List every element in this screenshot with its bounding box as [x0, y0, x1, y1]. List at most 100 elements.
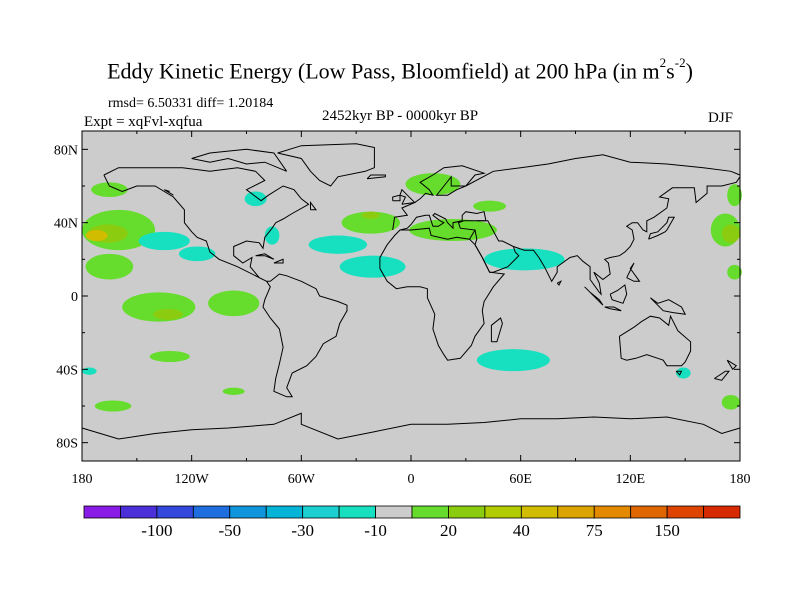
colorbar-swatch [375, 505, 413, 519]
colorbar-swatch [411, 505, 449, 519]
coastline [399, 188, 416, 205]
colorbar-swatch [229, 505, 267, 519]
title-superscript-2: 2 [659, 55, 667, 70]
anomaly-region [473, 200, 507, 212]
rmsd-diff-label: rmsd= 6.50331 diff= 1.20184 [108, 96, 274, 111]
anomaly-region [82, 367, 97, 375]
y-tick-label: 40N [54, 217, 78, 232]
title-unit-s: s [666, 58, 675, 84]
title-text: Eddy Kinetic Energy (Low Pass, Bloomfiel… [107, 58, 660, 84]
anomaly-region [94, 400, 132, 412]
coastline [262, 273, 348, 398]
coastline [81, 412, 741, 440]
coastline [366, 174, 386, 180]
coastline [604, 306, 622, 312]
colorbar-swatch [630, 505, 668, 519]
anomaly-region [721, 395, 740, 410]
x-tick-label: 0 [408, 472, 415, 487]
colorbar-swatch [302, 505, 340, 519]
anomaly-region [91, 182, 128, 198]
x-tick-label: 180 [72, 472, 93, 487]
colorbar-label: -100 [141, 521, 172, 540]
period-label: 2452kyr BP - 0000kyr BP [322, 108, 479, 124]
anomaly-region [476, 349, 550, 372]
anomaly-region [149, 351, 190, 362]
anomaly-region [244, 191, 267, 207]
chart-title: Eddy Kinetic Energy (Low Pass, Bloomfiel… [0, 55, 800, 84]
x-tick-label: 120E [616, 472, 646, 487]
y-tick-label: 80N [54, 143, 78, 158]
coastline [392, 194, 401, 202]
experiment-label: Expt = xqFvl-xqfua [84, 114, 203, 130]
colorbar-swatch [338, 505, 376, 519]
coastline [726, 359, 738, 371]
anomaly-region [208, 290, 260, 317]
anomaly-region [405, 173, 461, 196]
coastline [273, 258, 284, 264]
coastline [626, 262, 641, 282]
coastline [103, 167, 310, 282]
colorbar-swatch [120, 505, 158, 519]
anomaly-region [178, 246, 216, 262]
anomaly-region [85, 253, 134, 280]
coastline [474, 220, 520, 273]
coastline [379, 227, 506, 361]
anomaly-region [308, 235, 368, 254]
season-label: DJF [708, 110, 734, 126]
coastline [675, 370, 683, 376]
anomaly-region [85, 230, 108, 241]
coastline [650, 297, 687, 315]
colorbar-swatch [666, 505, 704, 519]
coastline [191, 148, 288, 172]
anomaly-region [339, 255, 406, 278]
x-tick-label: 180 [730, 472, 751, 487]
colorbar-label: 40 [513, 521, 530, 540]
y-tick-label: 40S [56, 363, 78, 378]
coastline [609, 284, 628, 304]
colorbar-swatch [83, 505, 121, 519]
coastline [556, 280, 563, 286]
anomaly-region [222, 387, 245, 396]
colorbar-label: 75 [586, 521, 603, 540]
anomaly-region [138, 231, 190, 251]
colorbar-swatch [557, 505, 595, 519]
colorbar-swatch [703, 505, 741, 519]
x-tick-label: 120W [175, 472, 210, 487]
coastline [255, 253, 275, 260]
colorbar-swatch [484, 505, 522, 519]
anomaly-region [153, 308, 183, 320]
coastline [164, 189, 174, 196]
colorbar-swatch [156, 505, 194, 519]
x-tick-label: 60W [288, 472, 316, 487]
title-close-paren: ) [685, 58, 693, 84]
coastline [618, 314, 692, 367]
y-tick-label: 0 [71, 290, 78, 305]
coastline [277, 143, 375, 187]
colorbar-label: -50 [218, 521, 241, 540]
coastline [490, 317, 503, 343]
coastline [399, 211, 487, 240]
anomaly-region [727, 184, 742, 207]
colorbar-swatch [448, 505, 486, 519]
coastline [584, 286, 604, 306]
coastline [648, 216, 676, 240]
colorbar-label: 20 [440, 521, 457, 540]
anomaly-region [676, 367, 691, 379]
colorbar-label: -30 [291, 521, 314, 540]
y-tick-label: 80S [56, 437, 78, 452]
colorbar-swatch [192, 505, 231, 519]
coastline [513, 176, 741, 296]
title-superscript-minus2: -2 [674, 55, 686, 70]
x-tick-label: 60E [509, 472, 532, 487]
anomaly-region [721, 224, 740, 243]
colorbar-label: 150 [654, 521, 680, 540]
colorbar-swatch [593, 505, 632, 519]
coastline [392, 154, 741, 231]
coastline [714, 370, 731, 381]
coastline [474, 229, 478, 245]
anomaly-region [361, 211, 380, 219]
colorbar-swatch [520, 505, 559, 519]
colorbar-label: -10 [364, 521, 387, 540]
colorbar-swatch [265, 505, 304, 519]
